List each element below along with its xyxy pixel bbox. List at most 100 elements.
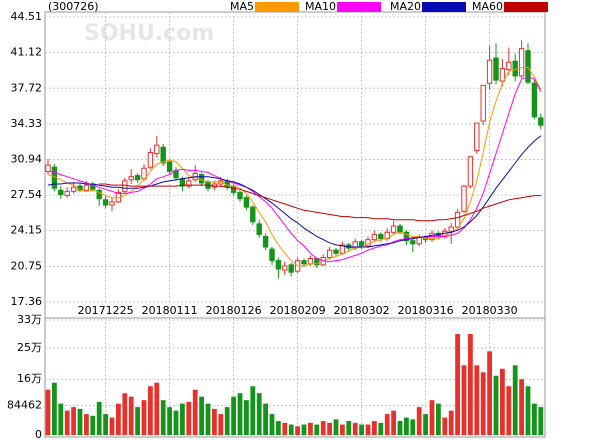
- candle-body: [102, 199, 109, 206]
- x-tick-label: 20180330: [462, 304, 518, 317]
- candle-body: [269, 248, 275, 262]
- volume-bar: [224, 407, 230, 435]
- legend-swatch: [504, 2, 548, 12]
- candle-body: [397, 225, 403, 233]
- candle-body: [531, 82, 538, 118]
- volume-bar: [327, 422, 332, 435]
- volume-bar: [538, 407, 544, 435]
- volume-bar: [500, 368, 505, 435]
- candle-body: [83, 184, 90, 191]
- volume-bar: [90, 415, 96, 435]
- volume-frame: [44, 317, 546, 438]
- candle-body: [416, 237, 422, 245]
- ma-line: [47, 76, 542, 263]
- volume-bar: [512, 365, 518, 435]
- volume-bar: [186, 401, 192, 435]
- candle-body: [262, 235, 269, 248]
- legend: MA5 MA10 MA20 MA60: [230, 0, 548, 13]
- volume-bar: [480, 372, 486, 435]
- candle-body: [96, 189, 102, 200]
- volume-bar: [474, 365, 480, 435]
- volume-bar: [346, 421, 352, 435]
- volume-bar: [263, 403, 268, 435]
- volume-tick-label: 25万: [17, 341, 42, 354]
- volume-bar: [237, 393, 243, 435]
- candle-body: [122, 180, 128, 192]
- candle-body: [301, 260, 307, 265]
- y-tick-label: 17.36: [11, 295, 43, 308]
- volume-tick-label: 16万: [17, 372, 42, 385]
- volume-bar: [384, 414, 390, 435]
- y-tick-label: 34.33: [11, 117, 43, 130]
- candle-body: [467, 156, 474, 187]
- y-tick-label: 41.12: [11, 46, 43, 59]
- volume-bar: [365, 424, 371, 435]
- candle-body: [307, 258, 314, 265]
- legend-label: MA60: [472, 0, 503, 13]
- candle-body: [326, 249, 333, 258]
- candle-body: [512, 60, 518, 77]
- volume-bar: [173, 410, 179, 435]
- volume-bar: [160, 400, 166, 435]
- candle-body: [288, 264, 294, 273]
- volume-bar: [436, 403, 441, 435]
- volume-bar: [391, 410, 396, 435]
- volume-bar: [429, 400, 435, 435]
- volume-bar: [218, 414, 224, 435]
- candle-body: [480, 84, 486, 122]
- candle-body: [64, 190, 70, 197]
- volume-bar: [154, 382, 160, 435]
- volume-bar: [141, 400, 147, 435]
- volume-bar: [455, 333, 460, 435]
- volume-bar: [416, 407, 422, 435]
- volume-bar: [359, 424, 364, 435]
- candle-body: [128, 176, 134, 181]
- volume-bar: [116, 403, 121, 435]
- y-tick-label: 27.54: [11, 188, 43, 201]
- x-tick-label: 20180316: [398, 304, 454, 317]
- volume-bar: [84, 414, 89, 435]
- volume-bar: [519, 379, 524, 435]
- candle-body: [493, 57, 499, 81]
- volume-bar: [532, 403, 537, 435]
- volume-bar: [487, 351, 492, 435]
- y-tick-label: 44.51: [11, 10, 43, 23]
- candle-body: [250, 206, 256, 223]
- x-tick-label: 20171225: [78, 304, 134, 317]
- y-tick-label: 24.15: [11, 224, 43, 237]
- volume-bar: [493, 375, 499, 435]
- volume-bar: [378, 422, 384, 435]
- watermark: SOHU.com: [84, 21, 214, 46]
- volume-bar: [525, 386, 531, 435]
- candle-body: [186, 180, 192, 187]
- volume-bar: [103, 414, 108, 435]
- x-tick-label: 20180302: [334, 304, 390, 317]
- volume-bar: [301, 424, 307, 435]
- candle-body: [538, 117, 544, 126]
- candle-body: [390, 225, 397, 233]
- volume-bar: [288, 424, 294, 435]
- ma-line: [47, 135, 542, 248]
- candle-body: [154, 144, 160, 155]
- volume-bar: [58, 403, 64, 435]
- volume-bar: [244, 400, 249, 435]
- candle-body: [474, 122, 480, 151]
- candle-body: [525, 50, 531, 83]
- legend-label: MA10: [305, 0, 336, 13]
- candle-body: [461, 185, 467, 212]
- volume-bar: [320, 421, 326, 435]
- candle-body: [141, 167, 147, 180]
- volume-bar: [333, 419, 339, 435]
- volume-bar: [340, 424, 345, 435]
- candle-body: [256, 223, 262, 235]
- candle-body: [58, 189, 64, 196]
- volume-bar: [212, 408, 217, 435]
- volume-bar: [461, 365, 467, 435]
- x-tick-label: 20180209: [270, 304, 326, 317]
- volume-bar: [397, 421, 403, 435]
- candle-body: [45, 164, 51, 172]
- legend-swatch: [255, 2, 299, 12]
- candle-body: [134, 175, 141, 181]
- volume-bar: [352, 422, 358, 435]
